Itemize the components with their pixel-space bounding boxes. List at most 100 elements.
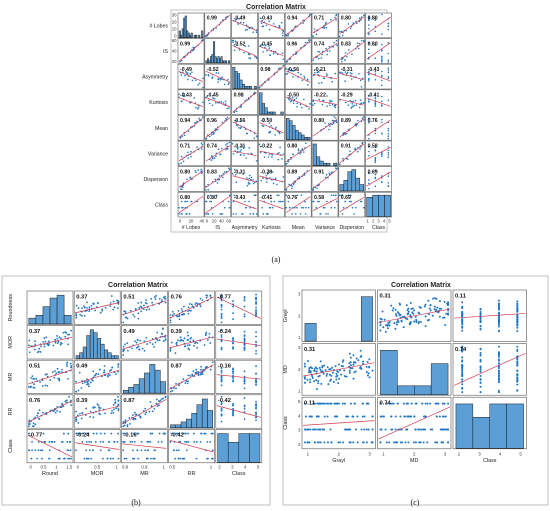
fit-line xyxy=(205,145,230,162)
scatter-point xyxy=(313,369,316,372)
scatter-point xyxy=(479,370,482,373)
scatter-point xyxy=(365,371,368,374)
scatter-point xyxy=(276,194,278,197)
matrix-cell: 0.99 xyxy=(177,38,205,64)
scatter-point xyxy=(282,29,284,32)
scatter-point xyxy=(99,368,101,371)
scatter-point xyxy=(258,143,261,146)
x-tick-label: 5 xyxy=(519,451,522,456)
scatter-point xyxy=(123,310,125,312)
histogram-bar xyxy=(170,424,176,428)
scatter-point xyxy=(149,432,152,435)
scatter-point xyxy=(31,449,33,452)
scatter-point xyxy=(431,314,434,317)
scatter-point xyxy=(86,383,88,386)
fit-line xyxy=(232,175,257,183)
scatter-point xyxy=(312,104,314,106)
y-tick-label: 2 xyxy=(298,442,301,447)
fit-line xyxy=(216,296,261,319)
scatter-point xyxy=(328,373,331,376)
correlation-value: -0.77 xyxy=(218,294,231,300)
scatter-point xyxy=(516,330,519,333)
scatter-point xyxy=(128,417,131,419)
scatter-point xyxy=(226,142,229,145)
scatter-point xyxy=(201,299,204,302)
scatter-point xyxy=(34,416,37,419)
scatter-point xyxy=(184,200,186,203)
scatter-point xyxy=(248,200,250,203)
scatter-point xyxy=(262,51,264,53)
y-axis-label: Mean xyxy=(155,126,168,132)
scatter-point xyxy=(228,107,230,109)
scatter-point xyxy=(479,354,482,357)
scatter-point xyxy=(37,449,40,452)
x-axis-label: Class xyxy=(483,458,497,464)
scatter-point xyxy=(396,402,399,405)
scatter-point xyxy=(319,213,321,215)
scatter-point xyxy=(54,338,56,341)
scatter-point xyxy=(117,457,120,460)
scatter-point xyxy=(195,368,198,371)
scatter-point xyxy=(75,304,78,307)
scatter-point xyxy=(441,415,444,418)
scatter-point xyxy=(232,200,235,203)
correlation-value: -0.45 xyxy=(260,41,272,47)
scatter-point xyxy=(255,298,257,300)
scatter-point xyxy=(115,407,117,410)
scatter-point xyxy=(255,313,257,316)
matrix-cell: -0.24 xyxy=(215,325,263,360)
correlation-value: -0.52 xyxy=(234,41,246,47)
scatter-point xyxy=(387,322,390,325)
scatter-point xyxy=(77,389,80,392)
scatter-point xyxy=(86,457,89,460)
scatter-point xyxy=(64,335,67,338)
scatter-point xyxy=(129,441,132,443)
scatter-point xyxy=(317,375,320,378)
scatter-point xyxy=(435,415,438,418)
scatter-point xyxy=(402,402,405,405)
correlation-value: 0.76 xyxy=(368,118,378,124)
scatter-point xyxy=(33,378,36,380)
scatter-point xyxy=(411,311,414,314)
scatter-point xyxy=(86,432,88,435)
scatter-point xyxy=(414,315,417,318)
scatter-point xyxy=(334,415,337,418)
scatter-point xyxy=(45,336,48,339)
scatter-point xyxy=(300,194,303,197)
scatter-point xyxy=(324,122,326,124)
scatter-point xyxy=(311,376,314,379)
scatter-point xyxy=(281,32,284,34)
scatter-point xyxy=(243,330,246,333)
scatter-point xyxy=(330,171,333,174)
matrix-cell xyxy=(338,166,366,192)
scatter-point xyxy=(140,441,143,443)
scatter-point xyxy=(232,341,234,344)
scatter-point xyxy=(335,200,338,203)
histogram-bar xyxy=(397,385,415,395)
scatter-point xyxy=(325,21,327,24)
scatter-point xyxy=(199,305,202,308)
scatter-point xyxy=(195,457,198,460)
scatter-point xyxy=(366,374,369,377)
matrix-cell: -0.22 xyxy=(258,140,285,167)
scatter-point xyxy=(89,415,91,418)
fit-line xyxy=(339,16,364,35)
scatter-point xyxy=(305,142,307,145)
correlation-value: 0.89 xyxy=(287,169,297,175)
scatter-point xyxy=(218,175,221,177)
scatter-point xyxy=(180,162,183,164)
scatter-point xyxy=(286,72,289,75)
histogram-bar xyxy=(285,118,290,140)
fit-line xyxy=(122,398,167,425)
scatter-point xyxy=(68,395,71,398)
scatter-point xyxy=(355,428,358,431)
scatter-point xyxy=(179,60,182,63)
histogram-bar xyxy=(184,15,187,38)
scatter-point xyxy=(392,402,395,405)
x-tick-label: 1 xyxy=(366,218,369,223)
scatter-point xyxy=(341,71,343,74)
scatter-point xyxy=(49,379,52,381)
scatter-point xyxy=(158,432,161,435)
scatter-point xyxy=(261,124,264,127)
scatter-point xyxy=(220,401,223,403)
